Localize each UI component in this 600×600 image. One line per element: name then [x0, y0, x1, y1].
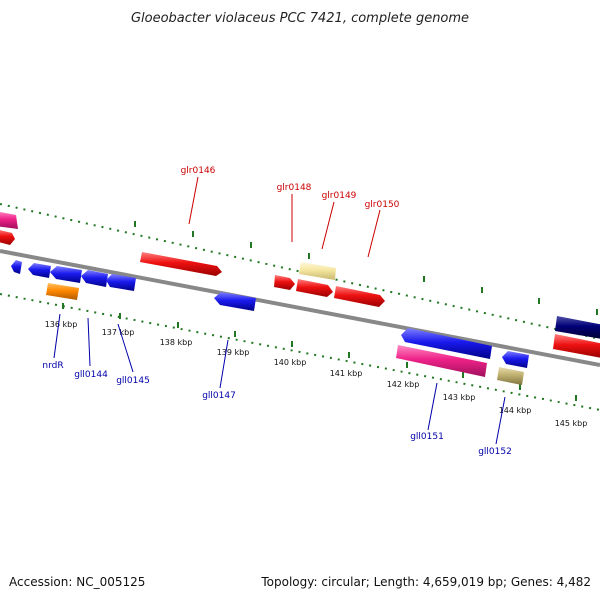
gene-label-gll0144: gll0144	[74, 370, 108, 380]
gene-arrow-glr0149[interactable]	[296, 279, 333, 297]
gene-arrow-red-small[interactable]	[274, 275, 295, 290]
gene-label-gll0151: gll0151	[410, 432, 444, 442]
tick-label: 143 kbp	[443, 393, 476, 402]
tick-label: 139 kbp	[217, 348, 250, 357]
reverse-dotted-track	[0, 293, 600, 411]
reverse-callout-lines	[53, 313, 506, 445]
map-title: Gloeobacter violaceus PCC 7421, complete…	[131, 11, 469, 26]
gene-label-gll0147: gll0147	[202, 391, 236, 401]
gene-label-glr0146: glr0146	[181, 166, 216, 176]
tick-label: 142 kbp	[387, 380, 420, 389]
tick-label: 138 kbp	[160, 338, 193, 347]
reverse-gene-labels: nrdR gll0144 gll0145 gll0147 gll0151 gll…	[42, 361, 511, 457]
gene-label-gll0152: gll0152	[478, 447, 512, 457]
gene-label-glr0148: glr0148	[277, 183, 312, 193]
gene-arrow-red-edge-right[interactable]	[553, 334, 600, 358]
gene-arrow-glr0150[interactable]	[334, 286, 385, 307]
gene-arrow-gll0147[interactable]	[214, 292, 256, 311]
tick-label: 141 kbp	[330, 369, 363, 378]
gene-arrow-navy-edge[interactable]	[555, 316, 600, 339]
forward-dotted-track	[0, 203, 600, 340]
forward-callout-lines	[188, 176, 381, 258]
accession-text: Accession: NC_005125	[9, 575, 145, 589]
gene-arrow-red-edge[interactable]	[0, 229, 15, 245]
forward-strand	[0, 211, 600, 358]
gene-arrow-pink-edge[interactable]	[0, 211, 18, 229]
tick-label: 144 kbp	[499, 406, 532, 415]
tick-label: 136 kbp	[45, 320, 78, 329]
gene-arrow-blue-right[interactable]	[502, 351, 529, 368]
major-ticks	[62, 221, 598, 401]
gene-arrow-gll0144[interactable]	[50, 266, 82, 283]
gene-label-glr0150: glr0150	[365, 200, 400, 210]
gene-arrow-glr0148[interactable]	[299, 262, 336, 280]
forward-gene-labels: glr0146 glr0148 glr0149 glr0150	[181, 166, 400, 210]
gene-label-nrdR: nrdR	[42, 361, 63, 371]
genome-backbone	[0, 249, 600, 367]
tick-labels: 136 kbp 137 kbp 138 kbp 139 kbp 140 kbp …	[45, 320, 588, 428]
gene-arrow-gll0152[interactable]	[497, 367, 524, 385]
gene-arrow-glr0146[interactable]	[140, 252, 222, 276]
gene-label-glr0149: glr0149	[322, 191, 357, 201]
gene-arrow-gll0145-b[interactable]	[106, 274, 136, 291]
gene-arrow-gll0151-top[interactable]	[401, 328, 492, 359]
tick-label: 140 kbp	[274, 358, 307, 367]
gene-arrow-blue-small[interactable]	[11, 260, 22, 274]
gene-label-gll0145: gll0145	[116, 376, 150, 386]
reverse-strand	[11, 260, 529, 385]
gene-arrow-nrdR[interactable]	[46, 283, 79, 300]
gene-arrow-nrdR-neighbor[interactable]	[28, 263, 51, 278]
tick-label: 137 kbp	[102, 328, 135, 337]
gene-arrow-gll0151[interactable]	[396, 345, 487, 377]
gene-arrow-gll0145-a[interactable]	[81, 270, 108, 287]
topology-text: Topology: circular; Length: 4,659,019 bp…	[260, 575, 591, 589]
tick-label: 145 kbp	[555, 419, 588, 428]
